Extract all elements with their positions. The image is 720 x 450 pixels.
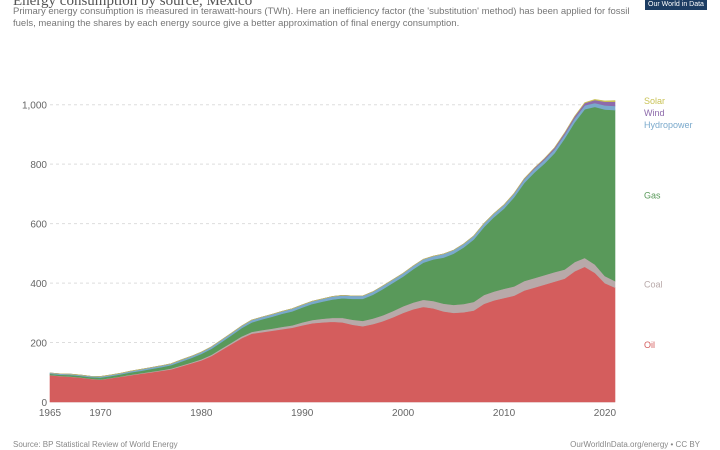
chart-title: Energy consumption by source, Mexico — [13, 0, 253, 9]
owid-logo[interactable]: Our World in Data — [645, 0, 707, 10]
x-tick-label: 1965 — [39, 408, 62, 419]
legend-wind[interactable]: Wind — [644, 108, 665, 118]
legend: Solar Wind Hydropower Gas Coal Oil — [644, 96, 693, 350]
legend-solar[interactable]: Solar — [644, 96, 665, 106]
y-axis-ticks: 0 200 400 600 800 1,000 — [22, 101, 47, 409]
y-tick-label: 200 — [30, 339, 47, 350]
x-axis-ticks: 1965 1970 1980 1990 2000 2010 2020 — [39, 408, 617, 419]
y-tick-label: 1,000 — [22, 101, 47, 112]
y-tick-label: 600 — [30, 220, 47, 231]
x-tick-label: 2000 — [392, 408, 415, 419]
x-tick-label: 1980 — [190, 408, 213, 419]
x-tick-label: 2020 — [594, 408, 617, 419]
y-tick-label: 0 — [41, 398, 47, 409]
x-tick-label: 2010 — [493, 408, 516, 419]
legend-hydropower[interactable]: Hydropower — [644, 120, 693, 130]
y-tick-label: 400 — [30, 279, 47, 290]
area-solar[interactable] — [49, 99, 616, 377]
chart-subtitle: Primary energy consumption is measured i… — [13, 6, 630, 29]
x-tick-label: 1990 — [291, 408, 314, 419]
source-note: Source: BP Statistical Review of World E… — [13, 440, 178, 449]
y-tick-label: 800 — [30, 160, 47, 171]
legend-gas[interactable]: Gas — [644, 191, 661, 201]
x-tick-label: 1970 — [89, 408, 112, 419]
area-series — [49, 99, 616, 403]
license-note[interactable]: OurWorldInData.org/energy • CC BY — [570, 440, 700, 449]
legend-oil[interactable]: Oil — [644, 340, 655, 350]
legend-coal[interactable]: Coal — [644, 279, 663, 289]
